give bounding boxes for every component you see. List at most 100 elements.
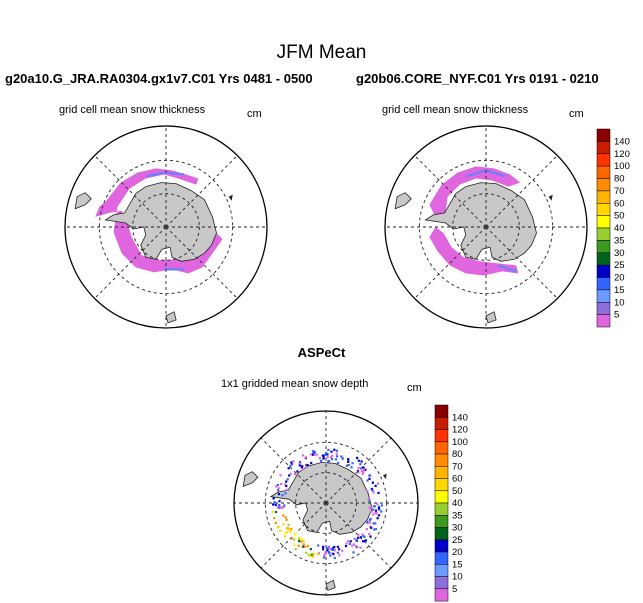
observation-point (284, 531, 287, 535)
observation-point (284, 483, 287, 486)
observation-point (334, 458, 338, 461)
observation-point (316, 553, 319, 556)
colorbar-bottom-label: 35 (452, 510, 463, 521)
observation-point (305, 466, 308, 469)
map-bottom-south-america (242, 471, 259, 488)
map-bottom-boundary (233, 410, 419, 596)
observation-point (326, 547, 329, 550)
observation-point (333, 556, 336, 560)
observation-point (374, 528, 377, 531)
colorbar-bottom-label: 120 (452, 425, 468, 436)
observation-point (362, 470, 365, 473)
observation-point (366, 479, 369, 482)
observation-point (292, 460, 295, 463)
observation-point (376, 482, 380, 485)
observation-point (312, 450, 315, 453)
observation-point (351, 544, 354, 547)
observation-point (312, 453, 315, 456)
observation-point (355, 538, 358, 541)
map-right-group (384, 125, 588, 329)
observation-point (313, 453, 316, 456)
observation-point (345, 464, 348, 467)
map-right-latitude-ring (452, 193, 520, 261)
observation-point (271, 510, 274, 513)
observation-point (368, 499, 371, 502)
colorbar-bottom-label: 15 (452, 559, 463, 570)
observation-point (359, 536, 362, 539)
map-bottom-observations (271, 448, 384, 560)
observation-point (302, 468, 305, 471)
observation-point (368, 518, 371, 522)
observation-point (333, 549, 336, 552)
observation-point (341, 457, 344, 460)
observation-point (362, 540, 365, 543)
colorbar-top-swatch (596, 128, 611, 142)
observation-point (348, 542, 351, 545)
colorbar-top-swatch (596, 252, 611, 266)
observation-point (300, 465, 303, 469)
colorbar-top-label: 120 (614, 149, 630, 160)
observation-point (289, 472, 292, 475)
observation-point (290, 461, 293, 464)
observation-point (306, 544, 310, 548)
observation-point (297, 544, 300, 547)
colorbar-bottom-swatch (434, 429, 449, 443)
colorbar-bottom-label: 25 (452, 535, 463, 546)
colorbar-top-swatch (596, 165, 611, 179)
colorbar-bottom-label: 80 (452, 449, 463, 460)
observation-point (282, 523, 285, 526)
observation-point (361, 472, 364, 475)
observation-point (283, 535, 286, 538)
observation-point (376, 517, 379, 520)
observation-point (311, 553, 314, 556)
observation-point (376, 503, 379, 506)
observation-point (298, 536, 301, 539)
map-bottom-new-zealand (325, 579, 336, 591)
observation-point (312, 552, 315, 555)
colorbar-top-label: 35 (614, 235, 625, 246)
observation-point (285, 518, 288, 521)
observation-point (366, 489, 369, 493)
panel-right-subtitle: grid cell mean snow thickness (382, 104, 529, 116)
colorbar-top-swatch (596, 264, 611, 278)
observation-point (380, 510, 383, 513)
map-right-boundary (384, 125, 588, 329)
observation-point (346, 540, 350, 543)
observation-point (366, 522, 369, 525)
observation-point (296, 470, 299, 473)
observation-point (276, 506, 279, 509)
observation-point (281, 506, 284, 509)
colorbar-bottom-swatch (434, 490, 449, 504)
colorbar-bottom-swatch (434, 478, 449, 492)
colorbar-bottom-label: 60 (452, 474, 463, 485)
observation-point (313, 450, 316, 454)
colorbar-bottom-swatch (434, 502, 449, 516)
observation-point (323, 554, 326, 557)
observation-point (278, 506, 281, 509)
observation-point (293, 538, 296, 541)
observation-point (365, 528, 368, 531)
observation-point (304, 545, 307, 548)
map-left-meridian (165, 226, 238, 299)
colorbar-top-label: 40 (614, 223, 625, 234)
observation-point (351, 462, 354, 465)
colorbar-bottom-label: 100 (452, 437, 468, 448)
map-left-group (64, 125, 268, 329)
observation-point (361, 533, 364, 536)
panel-bottom-unit: cm (407, 382, 422, 394)
observation-point (302, 539, 305, 543)
colorbar-top-label: 140 (614, 136, 630, 147)
observation-point (335, 455, 339, 458)
colorbar-top-label: 25 (614, 260, 625, 271)
observation-point (330, 456, 333, 459)
colorbar-top-label: 15 (614, 285, 625, 296)
observation-point (288, 474, 291, 477)
observation-point (337, 461, 340, 464)
observation-point (362, 468, 365, 472)
observation-point (278, 503, 281, 507)
observation-point (280, 506, 283, 509)
observation-point (322, 545, 325, 549)
observation-point (327, 460, 330, 463)
colorbar-bottom-swatch (434, 404, 449, 418)
